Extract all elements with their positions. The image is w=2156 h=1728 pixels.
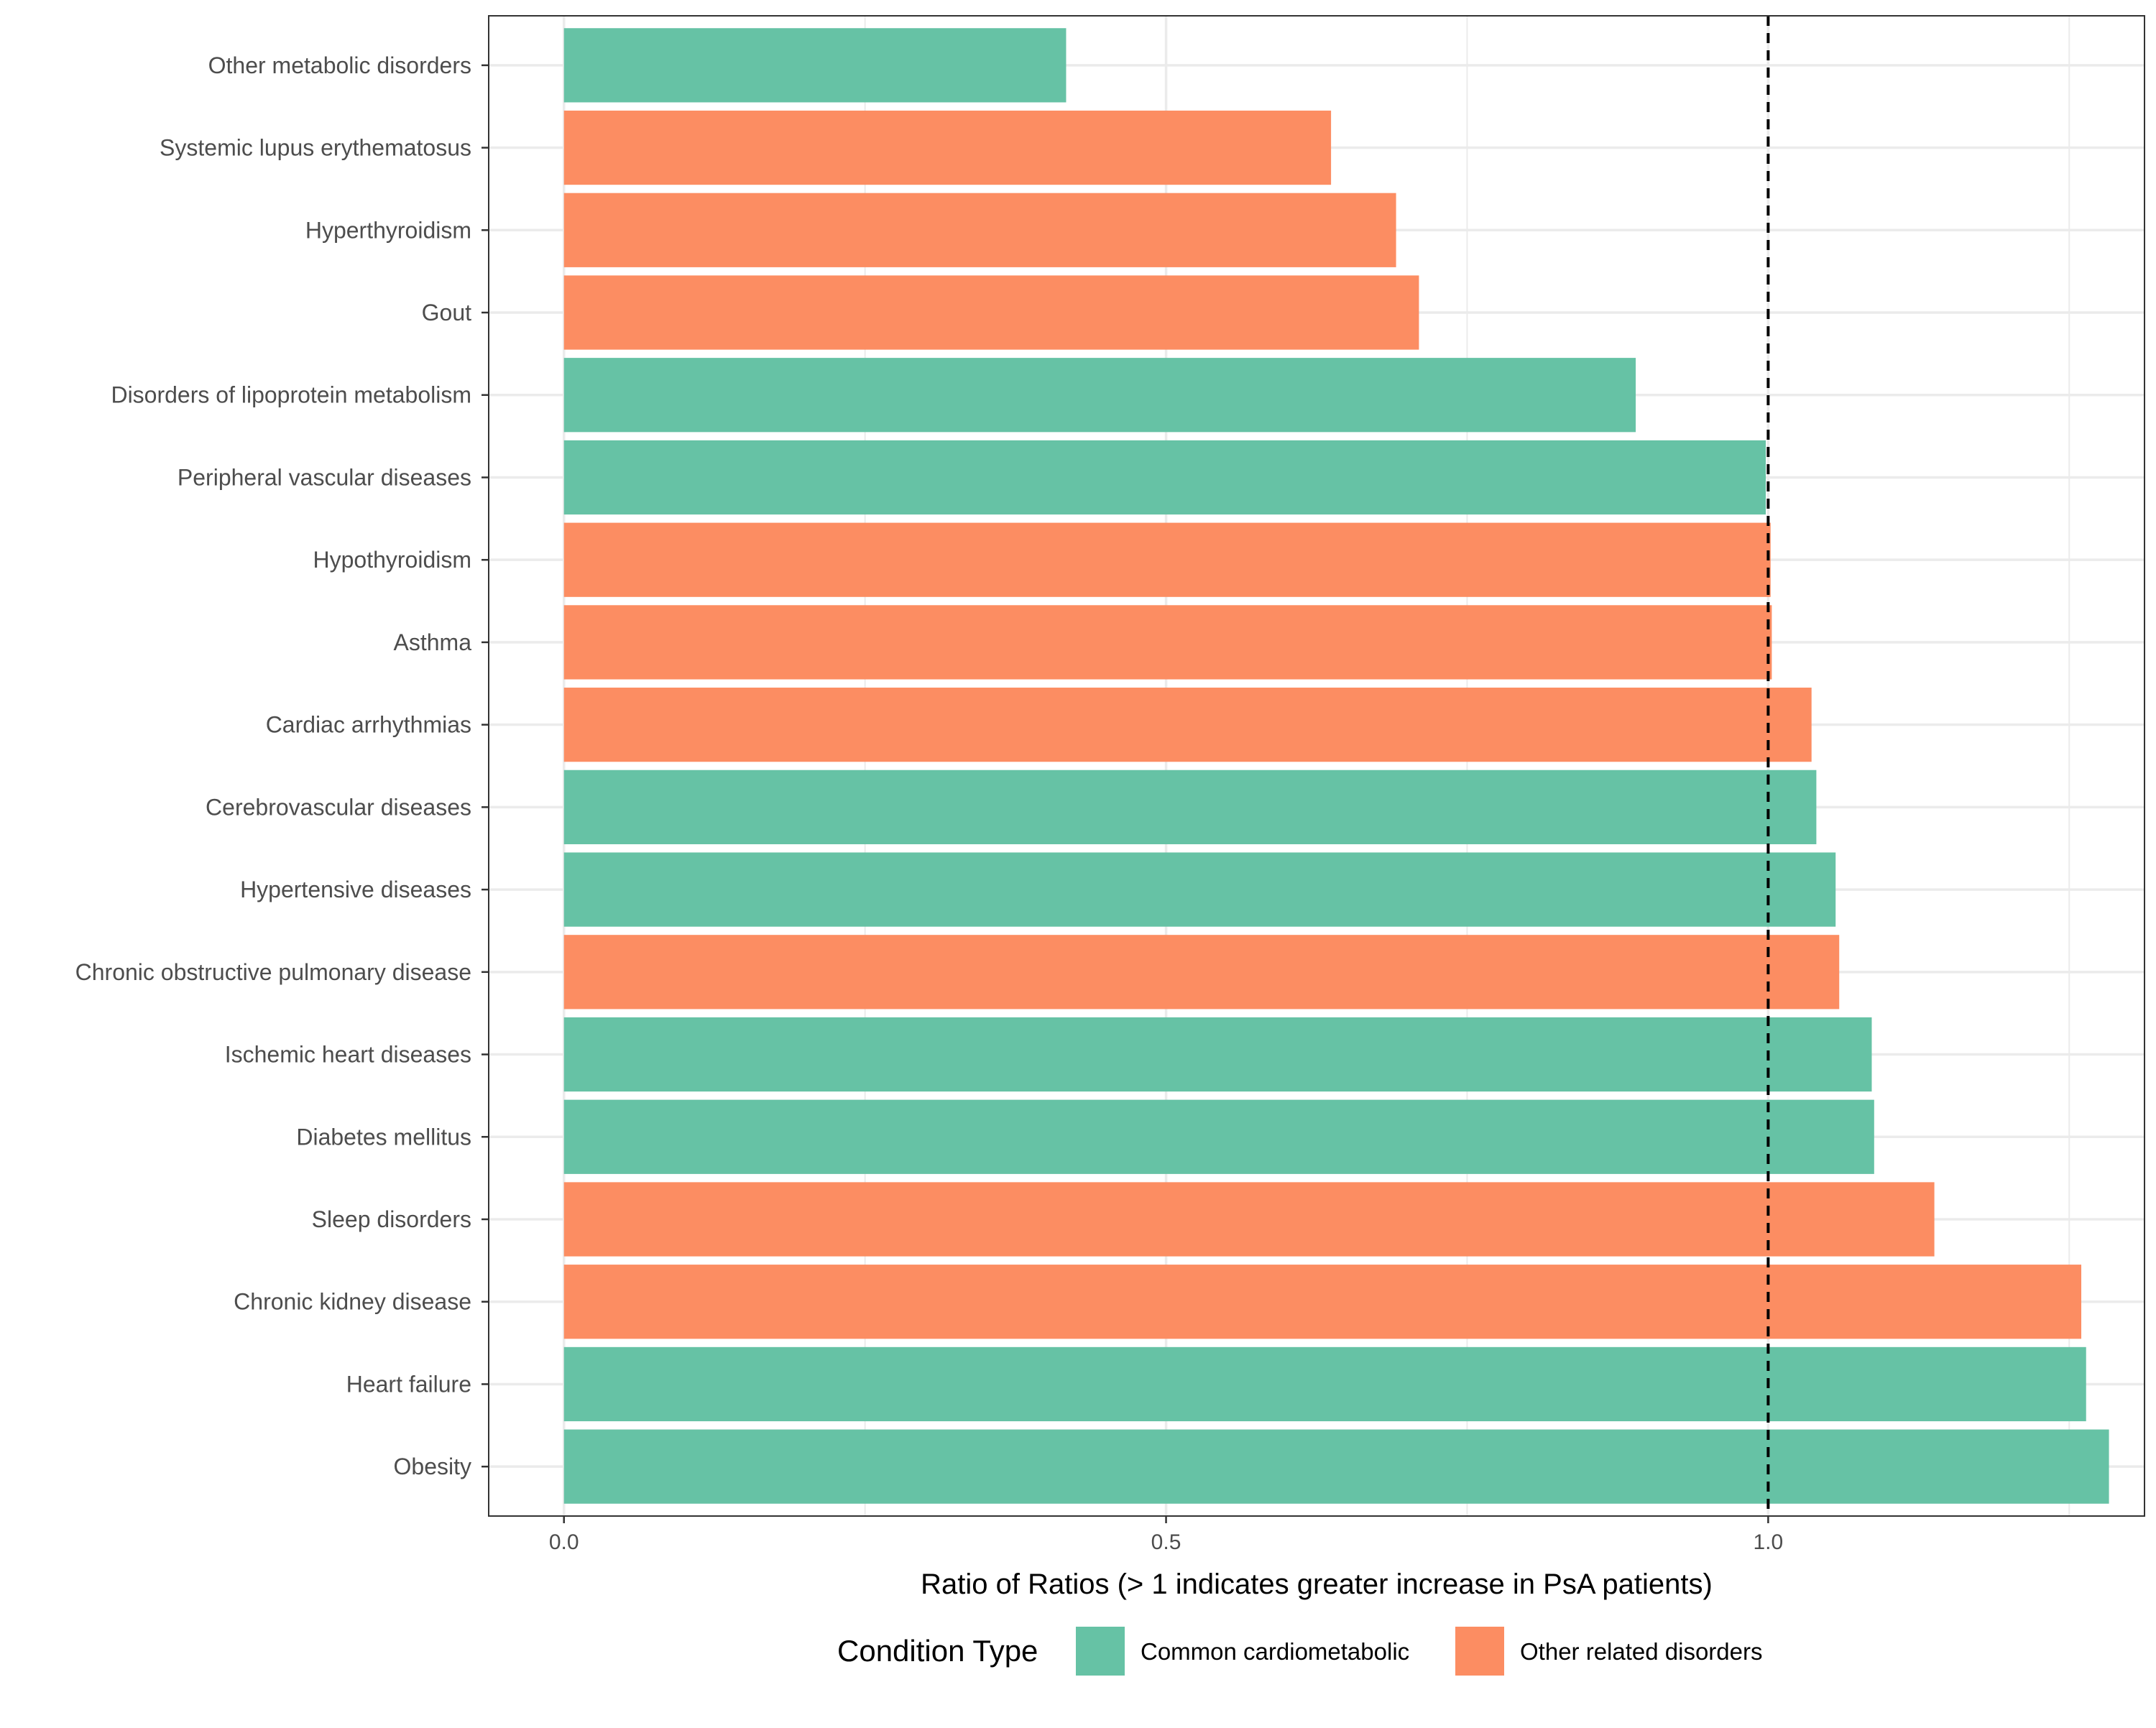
y-tick-label: Hypothyroidism <box>313 547 471 573</box>
y-tick-label: Diabetes mellitus <box>296 1124 471 1150</box>
legend-label: Common cardiometabolic <box>1141 1638 1409 1665</box>
legend-key <box>1455 1627 1504 1676</box>
bar-obesity <box>563 1429 2109 1504</box>
y-tick-label: Chronic obstructive pulmonary disease <box>75 959 471 985</box>
bar-ischemic-heart-diseases <box>563 1017 1872 1092</box>
bar-peripheral-vascular-diseases <box>563 440 1766 515</box>
bar-hypertensive-diseases <box>563 852 1836 927</box>
y-tick-label: Gout <box>422 300 471 325</box>
y-tick-label: Other metabolic disorders <box>208 52 471 78</box>
y-tick-label: Heart failure <box>346 1371 471 1397</box>
y-tick-label: Ischemic heart diseases <box>225 1042 471 1068</box>
bar-diabetes-mellitus <box>563 1099 1874 1174</box>
x-tick-label: 0.5 <box>1151 1530 1181 1554</box>
x-axis-title: Ratio of Ratios (> 1 indicates greater i… <box>921 1568 1713 1600</box>
bar-sleep-disorders <box>563 1182 1935 1257</box>
bar-cardiac-arrhythmias <box>563 688 1812 762</box>
legend-key <box>1076 1627 1125 1676</box>
bar-cerebrovascular-diseases <box>563 770 1817 844</box>
legend-title: Condition Type <box>837 1634 1038 1668</box>
x-tick-label: 0.0 <box>549 1530 579 1554</box>
bar-disorders-of-lipoprotein-metabolism <box>563 358 1636 433</box>
y-tick-label: Systemic lupus erythematosus <box>160 135 471 161</box>
y-tick-label: Disorders of lipoprotein metabolism <box>111 382 471 408</box>
bar-chronic-kidney-disease <box>563 1265 2082 1339</box>
y-tick-label: Hyperthyroidism <box>305 217 471 243</box>
bar-systemic-lupus-erythematosus <box>563 110 1332 185</box>
y-tick-label: Sleep disorders <box>312 1206 471 1232</box>
plot-panel-border <box>488 15 2145 1517</box>
y-tick-label: Obesity <box>394 1454 471 1479</box>
bar-heart-failure <box>563 1346 2086 1422</box>
bar-gout <box>563 275 1419 350</box>
legend-label: Other related disorders <box>1520 1638 1763 1665</box>
y-tick-label: Cerebrovascular diseases <box>206 794 471 820</box>
y-tick-label: Hypertensive diseases <box>240 877 471 902</box>
bar-asthma <box>563 605 1772 680</box>
y-tick-label: Cardiac arrhythmias <box>266 712 471 738</box>
bar-hyperthyroidism <box>563 193 1396 267</box>
bar-chronic-obstructive-pulmonary-disease <box>563 935 1840 1009</box>
y-tick-label: Peripheral vascular diseases <box>178 464 471 490</box>
x-tick-label: 1.0 <box>1754 1530 1784 1554</box>
bar-other-metabolic-disorders <box>563 28 1067 103</box>
y-tick-label: Asthma <box>394 629 472 655</box>
y-tick-label: Chronic kidney disease <box>234 1289 471 1315</box>
bar-hypothyroidism <box>563 522 1771 597</box>
